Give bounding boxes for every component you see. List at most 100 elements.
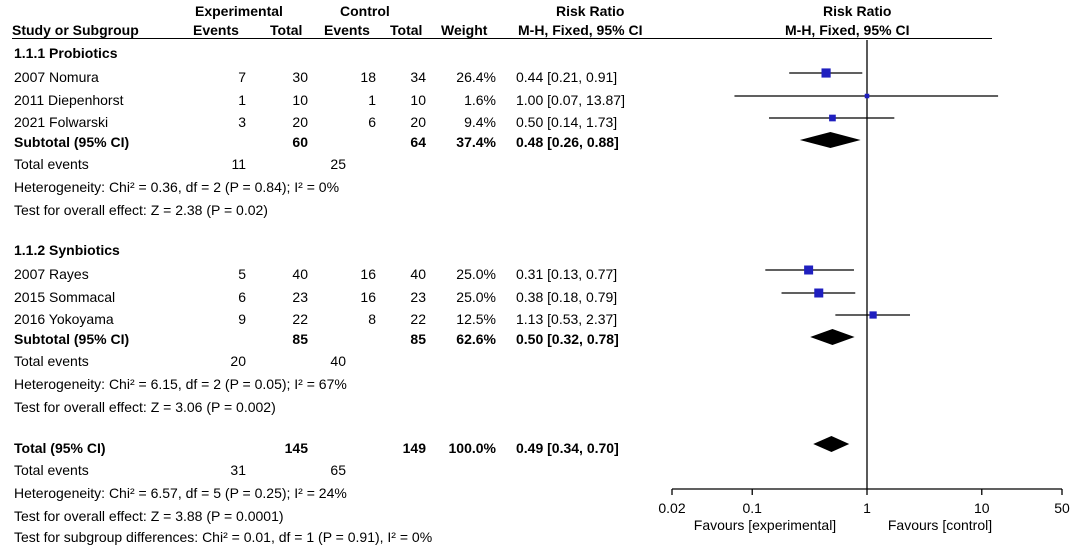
total-control: 149 (402, 440, 426, 456)
study-name: 2021 Folwarski (14, 114, 109, 130)
heterogeneity-text: Heterogeneity: Chi² = 0.36, df = 2 (P = … (14, 179, 340, 195)
total-experimental: 85 (292, 331, 308, 347)
total-label: Total (95% CI) (14, 440, 106, 456)
x-tick-label: 50 (1054, 500, 1070, 516)
x-tick-label: 1 (863, 500, 871, 516)
events-control: 25 (330, 156, 346, 172)
header-risk-ratio-plot: Risk Ratio (823, 3, 892, 19)
subgroup-differences-text: Test for subgroup differences: Chi² = 0.… (14, 529, 433, 545)
effect-square (869, 311, 877, 319)
risk-ratio-ci: 0.50 [0.32, 0.78] (516, 331, 619, 347)
total-experimental: 22 (292, 311, 308, 327)
events-experimental: 3 (238, 114, 246, 130)
pooled-diamond (799, 132, 861, 148)
total-experimental: 10 (292, 92, 308, 108)
group-title: 1.1.2 Synbiotics (14, 242, 120, 258)
header-method-column: M-H, Fixed, 95% CI (518, 22, 643, 38)
events-control: 1 (368, 92, 376, 108)
weight: 9.4% (464, 114, 496, 130)
events-control: 6 (368, 114, 376, 130)
events-experimental: 6 (238, 289, 246, 305)
effect-square (804, 265, 814, 275)
events-control: 40 (330, 353, 346, 369)
weight: 1.6% (464, 92, 496, 108)
header-risk-ratio-column: Risk Ratio (556, 3, 625, 19)
events-control: 8 (368, 311, 376, 327)
study-name: 2015 Sommacal (14, 289, 116, 305)
subtotal-label: Subtotal (95% CI) (14, 331, 130, 347)
total-experimental: 23 (292, 289, 308, 305)
header-method-plot: M-H, Fixed, 95% CI (785, 22, 910, 38)
total-control: 23 (410, 289, 426, 305)
header-total-experimental: Total (270, 22, 303, 38)
effect-square (864, 93, 870, 99)
study-name: 2011 Diepenhorst (14, 92, 124, 108)
events-experimental: 5 (238, 266, 246, 282)
weight: 62.6% (456, 331, 496, 347)
header-total-control: Total (390, 22, 423, 38)
header-weight: Weight (441, 22, 488, 38)
events-control: 16 (360, 266, 376, 282)
total-control: 40 (410, 266, 426, 282)
favours-control-label: Favours [control] (888, 517, 992, 533)
risk-ratio-ci: 1.13 [0.53, 2.37] (516, 311, 618, 327)
weight: 12.5% (456, 311, 496, 327)
total-experimental: 20 (292, 114, 308, 130)
effect-square (814, 288, 824, 298)
effect-square (829, 114, 836, 122)
risk-ratio-ci: 0.31 [0.13, 0.77] (516, 266, 618, 282)
study-name: 2016 Yokoyama (14, 311, 114, 327)
x-tick-label: 0.02 (658, 500, 685, 516)
header-events-experimental: Events (193, 22, 239, 38)
total-events-label: Total events (14, 156, 89, 172)
total-experimental: 40 (292, 266, 308, 282)
events-experimental: 31 (230, 462, 246, 478)
header-events-control: Events (324, 22, 370, 38)
events-experimental: 7 (238, 69, 246, 85)
risk-ratio-ci: 0.44 [0.21, 0.91] (516, 69, 618, 85)
events-experimental: 9 (238, 311, 246, 327)
total-experimental: 145 (284, 440, 308, 456)
risk-ratio-ci: 1.00 [0.07, 13.87] (516, 92, 625, 108)
total-control: 10 (410, 92, 426, 108)
heterogeneity-text: Heterogeneity: Chi² = 6.15, df = 2 (P = … (14, 376, 347, 392)
risk-ratio-ci: 0.48 [0.26, 0.88] (516, 134, 619, 150)
x-tick-label: 10 (974, 500, 990, 516)
total-control: 64 (410, 134, 426, 150)
effect-square (821, 68, 831, 78)
total-control: 34 (410, 69, 426, 85)
events-experimental: 1 (238, 92, 246, 108)
events-experimental: 11 (231, 156, 246, 172)
group-title: 1.1.1 Probiotics (14, 45, 118, 61)
header-control: Control (340, 3, 390, 19)
total-experimental: 60 (292, 134, 308, 150)
heterogeneity-text: Heterogeneity: Chi² = 6.57, df = 5 (P = … (14, 485, 347, 501)
header-study: Study or Subgroup (12, 22, 139, 38)
total-events-label: Total events (14, 353, 89, 369)
risk-ratio-ci: 0.50 [0.14, 1.73] (516, 114, 618, 130)
pooled-diamond (810, 329, 855, 345)
overall-effect-text: Test for overall effect: Z = 2.38 (P = 0… (14, 202, 268, 218)
total-control: 22 (410, 311, 426, 327)
events-control: 18 (360, 69, 376, 85)
total-control: 20 (410, 114, 426, 130)
total-experimental: 30 (292, 69, 308, 85)
header-experimental: Experimental (195, 3, 283, 19)
events-control: 65 (330, 462, 346, 478)
weight: 25.0% (456, 266, 496, 282)
risk-ratio-ci: 0.49 [0.34, 0.70] (516, 440, 619, 456)
events-control: 16 (360, 289, 376, 305)
study-name: 2007 Rayes (14, 266, 89, 282)
weight: 25.0% (456, 289, 496, 305)
events-experimental: 20 (230, 353, 246, 369)
risk-ratio-ci: 0.38 [0.18, 0.79] (516, 289, 618, 305)
weight: 100.0% (448, 440, 496, 456)
total-control: 85 (410, 331, 426, 347)
x-tick-label: 0.1 (742, 500, 762, 516)
overall-effect-text: Test for overall effect: Z = 3.06 (P = 0… (14, 399, 276, 415)
header-underline (12, 22, 992, 39)
subtotal-label: Subtotal (95% CI) (14, 134, 130, 150)
study-name: 2007 Nomura (14, 69, 99, 85)
weight: 37.4% (456, 134, 496, 150)
